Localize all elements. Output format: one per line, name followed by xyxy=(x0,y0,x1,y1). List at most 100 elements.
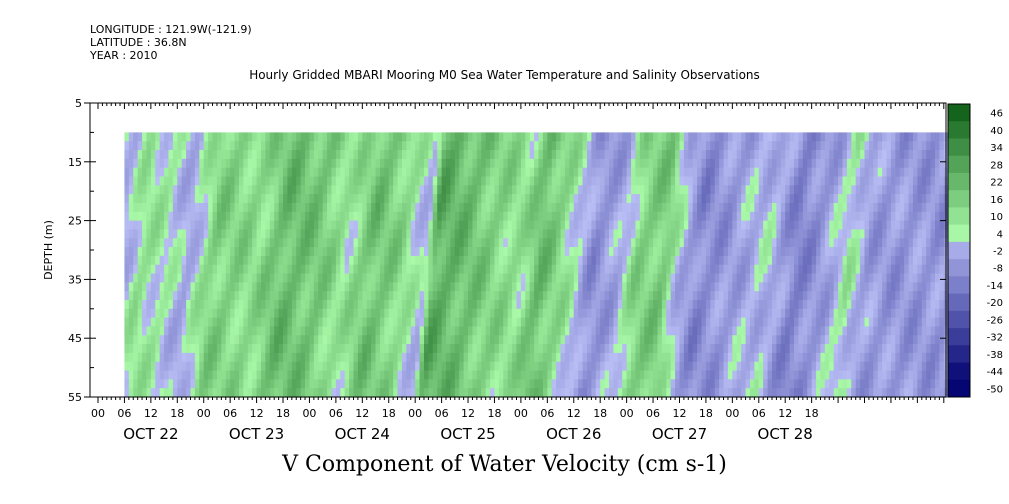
heatmap-cell xyxy=(371,158,377,169)
heatmap-cell xyxy=(705,317,711,328)
heatmap-cell xyxy=(617,291,623,301)
heatmap-cell xyxy=(287,202,293,213)
heatmap-cell xyxy=(578,211,584,222)
heatmap-cell xyxy=(586,185,592,195)
heatmap-cell xyxy=(586,194,592,204)
heatmap-cell xyxy=(172,255,178,266)
heatmap-cell xyxy=(494,379,500,389)
heatmap-cell xyxy=(736,352,742,363)
heatmap-cell xyxy=(305,255,311,266)
heatmap-cell xyxy=(758,370,764,380)
heatmap-cell xyxy=(349,141,355,151)
heatmap-cell xyxy=(450,247,456,257)
heatmap-cell xyxy=(520,220,526,231)
heatmap-cell xyxy=(371,273,377,283)
heatmap-cell xyxy=(181,291,187,301)
heatmap-cell xyxy=(529,238,535,248)
heatmap-cell xyxy=(626,141,632,151)
heatmap-cell xyxy=(384,308,390,319)
heatmap-cell xyxy=(128,238,134,248)
heatmap-cell xyxy=(591,352,597,363)
heatmap-cell xyxy=(247,220,253,231)
heatmap-cell xyxy=(401,185,407,195)
heatmap-cell xyxy=(666,344,672,354)
heatmap-cell xyxy=(463,141,469,151)
heatmap-cell xyxy=(340,264,346,275)
heatmap-cell xyxy=(490,299,496,310)
heatmap-cell xyxy=(679,220,685,231)
heatmap-cell xyxy=(692,291,698,301)
heatmap-cell xyxy=(798,344,804,354)
heatmap-cell xyxy=(463,211,469,222)
heatmap-cell xyxy=(833,291,839,301)
heatmap-cell xyxy=(415,238,421,248)
heatmap-cell xyxy=(423,379,429,389)
heatmap-cell xyxy=(186,211,192,222)
heatmap-cell xyxy=(538,370,544,380)
heatmap-cell xyxy=(534,132,540,142)
heatmap-cell xyxy=(194,379,200,389)
heatmap-cell xyxy=(397,379,403,389)
heatmap-cell xyxy=(155,326,161,336)
heatmap-cell xyxy=(842,352,848,363)
heatmap-cell xyxy=(159,361,165,372)
heatmap-cell xyxy=(296,167,302,178)
heatmap-cell xyxy=(269,202,275,213)
heatmap-cell xyxy=(582,291,588,301)
heatmap-cell xyxy=(683,158,689,169)
heatmap-cell xyxy=(450,211,456,222)
heatmap-cell xyxy=(142,220,148,231)
heatmap-cell xyxy=(512,370,518,380)
heatmap-cell xyxy=(423,335,429,345)
heatmap-cell xyxy=(476,194,482,204)
heatmap-cell xyxy=(661,291,667,301)
heatmap-cell xyxy=(181,370,187,380)
heatmap-cell xyxy=(609,291,615,301)
heatmap-cell xyxy=(278,141,284,151)
heatmap-cell xyxy=(490,317,496,328)
heatmap-cell xyxy=(811,361,817,372)
heatmap-cell xyxy=(714,176,720,186)
heatmap-cell xyxy=(767,326,773,336)
heatmap-cell xyxy=(754,352,760,363)
heatmap-cell xyxy=(485,176,491,186)
heatmap-cell xyxy=(168,370,174,380)
heatmap-cell xyxy=(216,273,222,283)
heatmap-cell xyxy=(798,194,804,204)
heatmap-cell xyxy=(829,370,835,380)
heatmap-cell xyxy=(851,335,857,345)
heatmap-cell xyxy=(789,273,795,283)
heatmap-cell xyxy=(661,388,667,398)
heatmap-cell xyxy=(283,326,289,336)
heatmap-cell xyxy=(622,326,628,336)
heatmap-cell xyxy=(811,335,817,345)
heatmap-cell xyxy=(666,185,672,195)
heatmap-cell xyxy=(309,361,315,372)
heatmap-cell xyxy=(142,291,148,301)
heatmap-cell xyxy=(186,176,192,186)
heatmap-cell xyxy=(322,344,328,354)
heatmap-cell xyxy=(432,352,438,363)
heatmap-cell xyxy=(388,317,394,328)
heatmap-cell xyxy=(419,158,425,169)
heatmap-cell xyxy=(609,132,615,142)
heatmap-cell xyxy=(644,282,650,292)
heatmap-cell xyxy=(164,379,170,389)
heatmap-cell xyxy=(221,361,227,372)
heatmap-cell xyxy=(626,379,632,389)
heatmap-cell xyxy=(771,202,777,213)
heatmap-cell xyxy=(609,194,615,204)
heatmap-cell xyxy=(212,344,218,354)
heatmap-cell xyxy=(278,150,284,160)
heatmap-cell xyxy=(525,220,531,231)
heatmap-cell xyxy=(846,141,852,151)
heatmap-cell xyxy=(128,388,134,398)
heatmap-cell xyxy=(595,238,601,248)
heatmap-cell xyxy=(542,291,548,301)
heatmap-cell xyxy=(745,264,751,275)
heatmap-cell xyxy=(357,388,363,398)
heatmap-cell xyxy=(401,229,407,239)
heatmap-cell xyxy=(851,317,857,328)
heatmap-cell xyxy=(507,194,513,204)
heatmap-cell xyxy=(613,167,619,178)
